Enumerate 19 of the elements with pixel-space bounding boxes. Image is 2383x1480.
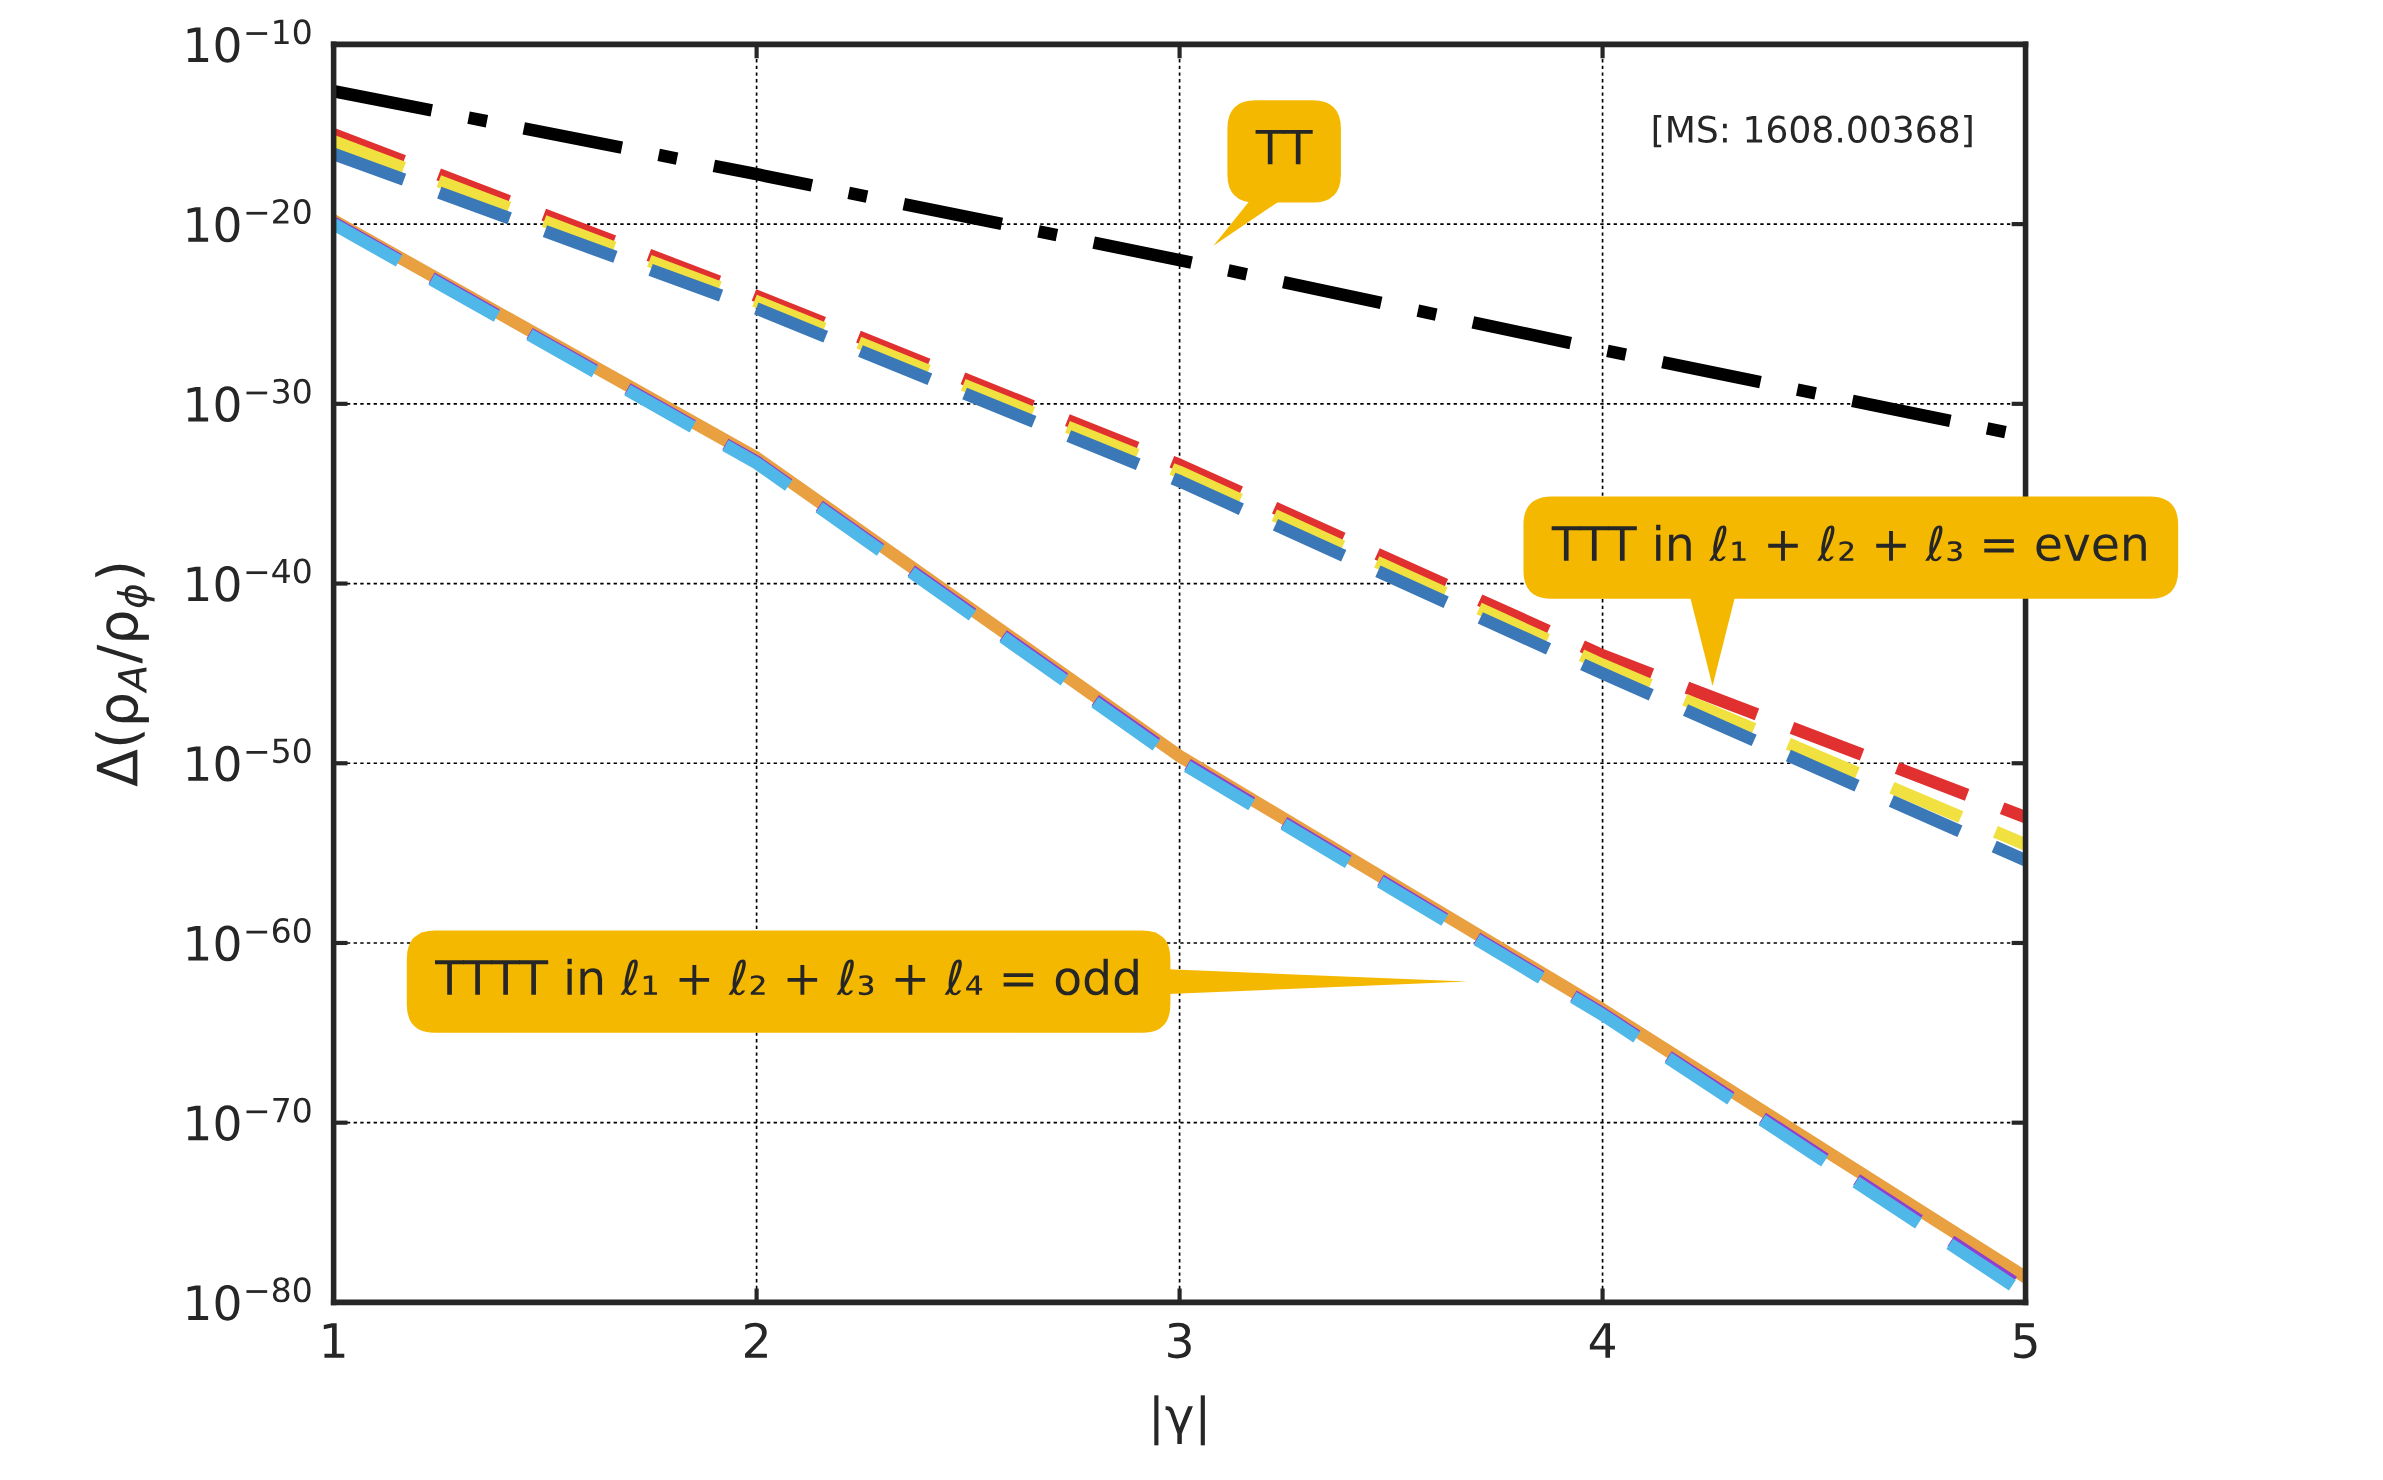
y-tick-label: 10$^{−60}$ — [187, 917, 311, 962]
y-tick-label: 10$^{−30}$ — [187, 378, 311, 423]
annotation: TTT in ℓ₁ + ℓ₂ + ℓ₃ = even — [1551, 524, 2146, 562]
y-tick-label: 10$^{−40}$ — [187, 558, 311, 602]
x-tick-label: 1 — [323, 1323, 345, 1358]
x-tick-label: 2 — [745, 1322, 767, 1358]
x-tick-label: 3 — [1168, 1322, 1191, 1359]
x-axis-title: |γ| — [1154, 1395, 1205, 1446]
x-tick-label: 5 — [2014, 1323, 2037, 1359]
annotation: [MS: 1608.00368] — [1653, 114, 1972, 148]
annotation: TTTT in ℓ₁ + ℓ₂ + ℓ₃ + ℓ₄ = odd — [435, 958, 1138, 996]
y-tick-label: 10$^{−50}$ — [187, 738, 311, 782]
y-axis-title: Δ(ρ$_{A}$/ρ$_{ϕ}$) — [95, 564, 155, 787]
y-tick-label: 10$^{−10}$ — [187, 19, 311, 63]
y-tick-label: 10$^{−20}$ — [187, 199, 311, 243]
y-tick-label: 10$^{−70}$ — [187, 1097, 311, 1141]
x-tick-label: 4 — [1589, 1323, 1615, 1358]
y-tick-label: 10$^{−80}$ — [187, 1277, 311, 1321]
annotation: TT — [1255, 129, 1313, 165]
